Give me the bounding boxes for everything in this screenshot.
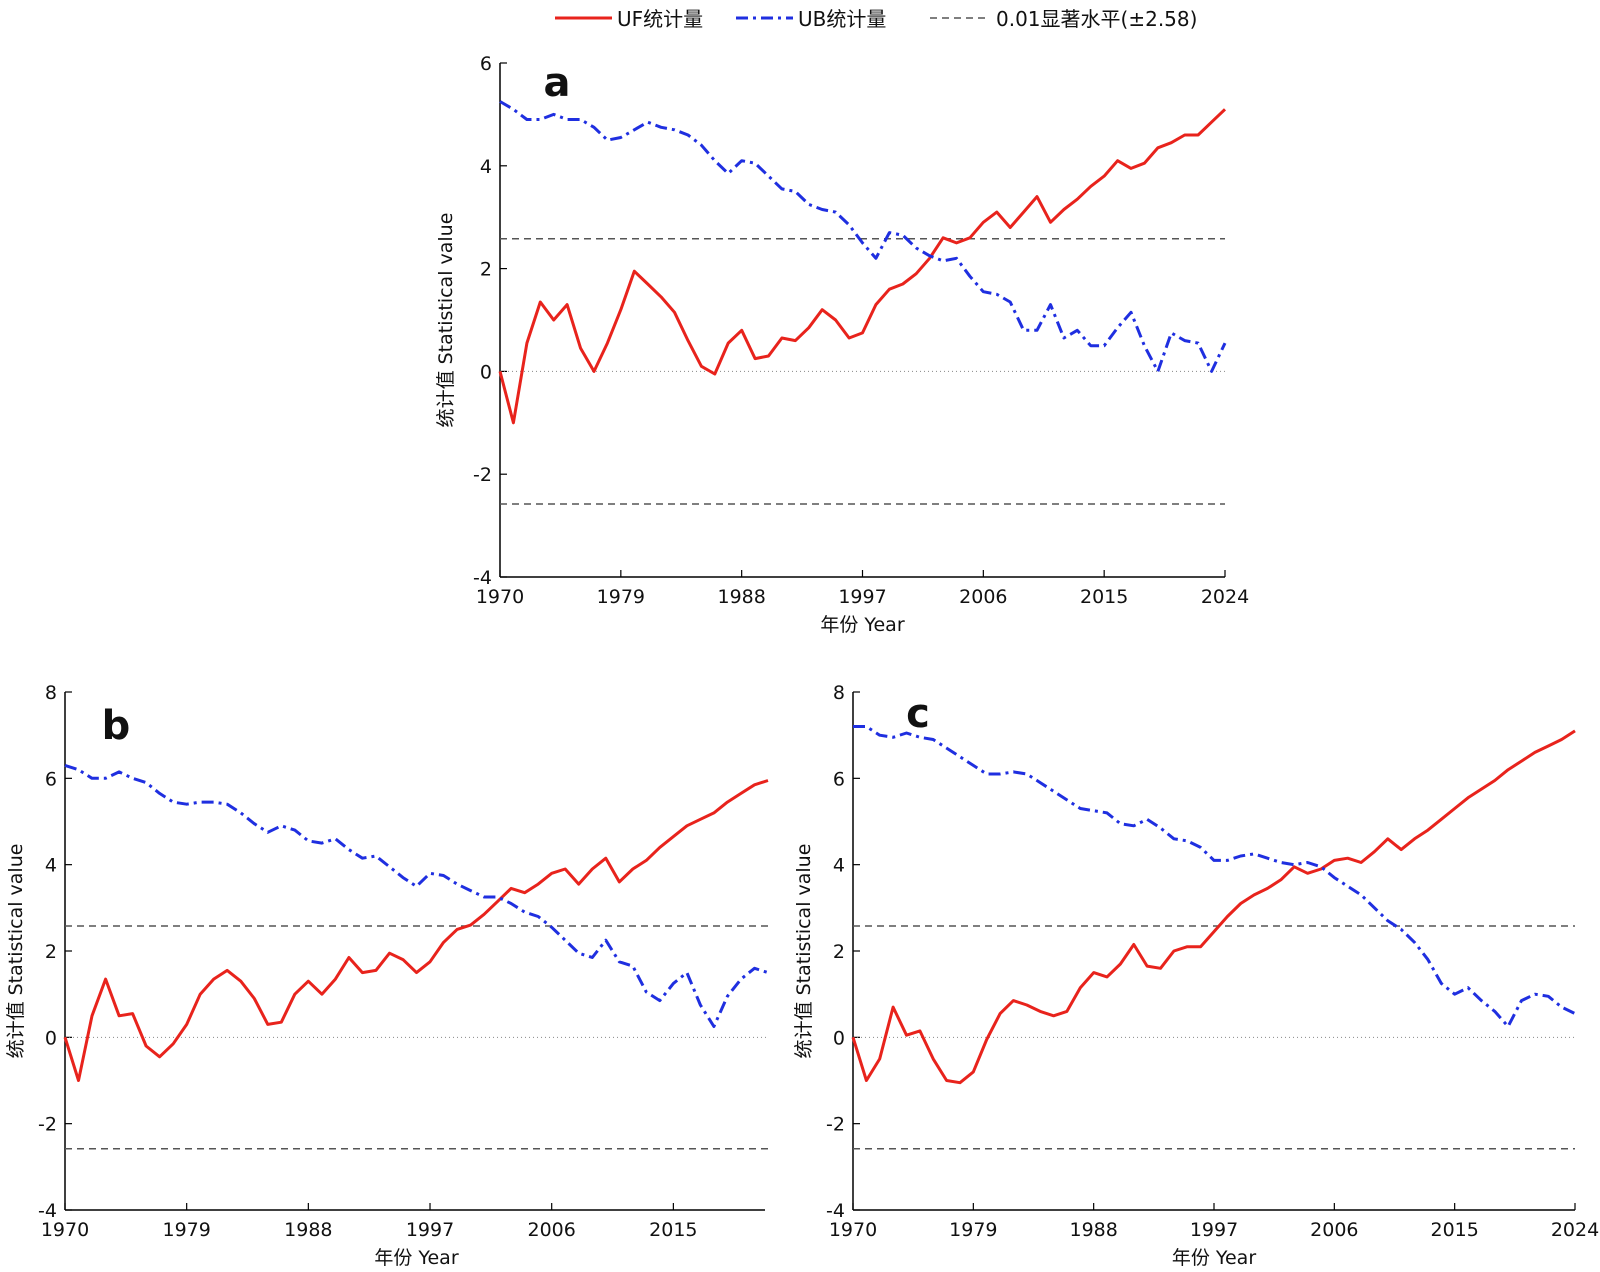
y-tick-label: 2 — [45, 941, 57, 963]
legend-ub-label: UB统计量 — [798, 7, 886, 31]
y-tick-label: 6 — [833, 768, 845, 790]
y-tick-label: 2 — [833, 941, 845, 963]
panel-letter: a — [544, 60, 571, 106]
uf-series-line — [498, 108, 1227, 425]
x-tick-label: 1979 — [949, 1219, 997, 1241]
uf-series-line — [851, 729, 1576, 1085]
panel-letter: c — [906, 691, 930, 737]
x-tick-label: 1988 — [284, 1219, 332, 1241]
y-tick-label: 0 — [45, 1027, 57, 1049]
y-tick-label: -4 — [38, 1200, 57, 1222]
panel-b: -4 -2 0 2 4 6 8 1970 1979 1988 1997 2006 2015 年份 Year… — [5, 682, 769, 1269]
legend-uf-label: UF统计量 — [617, 7, 703, 31]
x-tick-label: 2015 — [1080, 586, 1128, 608]
y-tick-label: -2 — [38, 1114, 57, 1136]
x-tick-label: 1970 — [41, 1219, 89, 1241]
x-axis-label: 年份 Year — [820, 614, 904, 636]
x-tick-label: 2024 — [1551, 1219, 1599, 1241]
y-tick-label: 0 — [833, 1027, 845, 1049]
x-tick-label: 2024 — [1201, 586, 1249, 608]
panel-letter: b — [102, 703, 131, 749]
y-tick-label: -2 — [473, 464, 492, 486]
x-tick-label: 1979 — [162, 1219, 210, 1241]
y-axis-label: 统计值 Statistical value — [435, 213, 457, 428]
x-tick-label: 1988 — [717, 586, 765, 608]
x-tick-label: 1979 — [597, 586, 645, 608]
x-axis-label: 年份 Year — [374, 1247, 458, 1269]
x-tick-label: 1988 — [1069, 1219, 1117, 1241]
y-tick-label: 4 — [45, 855, 57, 877]
panel-a: -4 -2 0 2 4 6 1970 1979 1988 1997 2006 2015 2024 年份 Y… — [435, 53, 1249, 636]
x-tick-label: 1970 — [829, 1219, 877, 1241]
ub-series-line — [853, 725, 1576, 1028]
y-tick-label: -2 — [826, 1114, 845, 1136]
y-tick-label: 6 — [480, 53, 492, 75]
y-tick-label: 0 — [480, 361, 492, 383]
y-tick-label: -4 — [826, 1200, 845, 1222]
legend: UF统计量 UB统计量 0.01显著水平(±2.58) — [555, 7, 1197, 31]
x-tick-label: 1997 — [406, 1219, 454, 1241]
x-tick-label: 2015 — [649, 1219, 697, 1241]
y-tick-label: 8 — [45, 682, 57, 704]
x-tick-label: 2006 — [528, 1219, 576, 1241]
panel-c: -4 -2 0 2 4 6 8 1970 1979 1988 1997 2006 2015 2024 年份 … — [793, 682, 1599, 1269]
x-axis-label: 年份 Year — [1172, 1247, 1256, 1269]
y-tick-label: 8 — [833, 682, 845, 704]
x-tick-label: 2006 — [1310, 1219, 1358, 1241]
y-tick-label: 4 — [833, 855, 845, 877]
legend-sig-label: 0.01显著水平(±2.58) — [996, 7, 1197, 31]
x-tick-label: 1997 — [838, 586, 886, 608]
x-tick-label: 1970 — [476, 586, 524, 608]
y-tick-label: 6 — [45, 768, 57, 790]
y-axis-label: 统计值 Statistical value — [793, 844, 815, 1059]
ub-series-line — [64, 763, 769, 1028]
y-tick-label: 4 — [480, 156, 492, 178]
uf-series-line — [63, 779, 769, 1082]
x-tick-label: 2015 — [1430, 1219, 1478, 1241]
y-tick-label: 2 — [480, 259, 492, 281]
ub-series-line — [499, 100, 1227, 373]
y-tick-label: -4 — [473, 567, 492, 589]
y-axis-label: 统计值 Statistical value — [5, 844, 27, 1059]
x-tick-label: 1997 — [1190, 1219, 1238, 1241]
x-tick-label: 2006 — [959, 586, 1007, 608]
